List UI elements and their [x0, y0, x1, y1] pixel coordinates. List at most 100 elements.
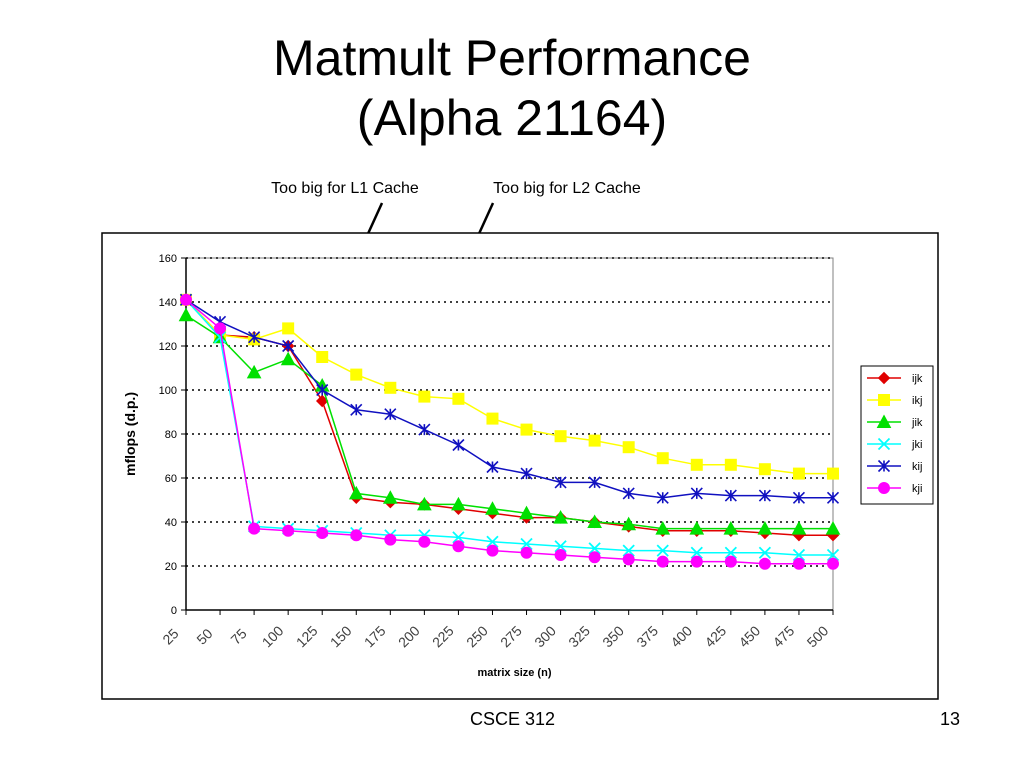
- footer-page-number: 13: [940, 709, 961, 729]
- data-point-ikj: [622, 441, 635, 454]
- data-point-jik: [178, 307, 194, 322]
- legend-marker-ikj: [878, 394, 890, 406]
- slide-title: Matmult Performance (Alpha 21164): [0, 28, 1024, 148]
- data-point-kji: [792, 557, 805, 570]
- data-point-jik: [655, 521, 671, 535]
- y-tick-label: 160: [159, 253, 177, 265]
- legend-marker-jki: [877, 437, 891, 451]
- y-tick-label: 140: [159, 297, 177, 309]
- data-point-jki: [758, 546, 772, 559]
- data-point-kji: [384, 533, 397, 546]
- data-point-jik: [791, 521, 807, 535]
- data-point-kji: [656, 555, 669, 568]
- data-point-kji: [486, 544, 499, 557]
- legend-label-ijk: ijk: [912, 373, 923, 385]
- data-point-jik: [246, 364, 262, 379]
- data-point-kij: [316, 383, 329, 397]
- data-point-kji: [316, 527, 329, 539]
- data-point-kij: [418, 423, 431, 436]
- data-point-ikj: [690, 458, 703, 471]
- data-point-kij: [588, 476, 601, 489]
- x-axis-title: matrix size (n): [478, 667, 552, 679]
- data-point-kji: [248, 522, 261, 535]
- data-point-jik: [382, 490, 398, 504]
- data-point-jik: [723, 521, 739, 535]
- data-point-ikj: [316, 351, 329, 363]
- annotation-l2-cache: Too big for L2 Cache: [493, 180, 641, 197]
- data-point-jki: [554, 540, 567, 553]
- y-tick-label: 120: [159, 341, 177, 353]
- data-point-jik: [587, 514, 602, 528]
- data-point-kji: [282, 524, 295, 537]
- y-tick-label: 100: [159, 385, 177, 397]
- data-point-ikj: [656, 452, 669, 465]
- legend-label-ikj: ikj: [912, 395, 922, 407]
- data-point-jki: [520, 537, 533, 551]
- legend-marker-kij: [877, 459, 891, 473]
- data-point-jki: [826, 548, 840, 562]
- data-point-ikj: [724, 458, 737, 471]
- data-point-kij: [350, 403, 363, 416]
- footer-course: CSCE 312: [470, 709, 556, 729]
- data-point-kji: [520, 546, 533, 559]
- data-point-jik: [689, 521, 705, 535]
- data-point-kji: [452, 540, 465, 553]
- data-point-kij: [384, 408, 397, 421]
- data-point-kji: [350, 529, 363, 542]
- data-point-jki: [622, 544, 635, 557]
- data-point-kij: [758, 489, 771, 502]
- data-point-ikj: [520, 423, 533, 436]
- data-point-ikj: [486, 412, 499, 425]
- series-line-kij: [185, 299, 833, 499]
- slide-title-line2: (Alpha 21164): [356, 90, 668, 146]
- data-point-kji: [418, 535, 431, 548]
- data-point-ikj: [384, 381, 397, 394]
- data-point-ikj: [758, 463, 771, 476]
- y-tick-label: 40: [165, 517, 177, 529]
- slide-title-line1: Matmult Performance: [273, 30, 751, 86]
- data-point-kij: [792, 491, 806, 504]
- data-point-jik: [825, 521, 841, 535]
- data-point-ikj: [282, 322, 295, 335]
- y-tick-label: 20: [165, 561, 177, 573]
- legend-label-jik: jik: [911, 417, 923, 429]
- data-point-jik: [417, 496, 432, 511]
- data-point-jik: [621, 516, 637, 531]
- y-axis-title: mflops (d.p.): [122, 392, 138, 476]
- data-point-jki: [690, 546, 703, 559]
- y-tick-label: 0: [171, 605, 177, 617]
- data-point-jki: [656, 544, 669, 557]
- legend-box: [860, 365, 934, 505]
- data-point-kij: [724, 489, 737, 502]
- data-point-kji: [554, 549, 567, 561]
- data-point-kji: [758, 557, 771, 570]
- data-point-jik: [757, 521, 773, 535]
- data-point-kji: [827, 557, 839, 570]
- annotation-l1-cache: Too big for L1 Cache: [271, 180, 419, 197]
- data-point-kji: [588, 551, 601, 564]
- data-point-jik: [451, 496, 466, 511]
- data-point-jik: [519, 505, 534, 520]
- data-point-jki: [792, 548, 806, 562]
- data-point-kij: [554, 476, 567, 489]
- data-point-jik: [553, 510, 568, 524]
- data-point-jki: [588, 542, 601, 555]
- legend-marker-jik: [876, 414, 892, 428]
- y-tick-label: 60: [165, 473, 177, 485]
- data-point-kji: [180, 293, 192, 306]
- legend-marker-kji: [878, 482, 890, 494]
- legend-label-jki: jki: [911, 439, 922, 451]
- data-point-kij: [248, 331, 261, 344]
- data-point-kij: [826, 491, 840, 504]
- data-point-ikj: [588, 434, 601, 447]
- data-point-ikj: [350, 368, 363, 381]
- data-point-kij: [282, 339, 295, 353]
- data-point-jik: [348, 485, 364, 500]
- data-point-ikj: [792, 467, 805, 480]
- data-point-kji: [690, 555, 703, 568]
- data-point-jki: [452, 531, 465, 544]
- data-point-jki: [213, 331, 227, 344]
- data-point-kij: [622, 487, 635, 500]
